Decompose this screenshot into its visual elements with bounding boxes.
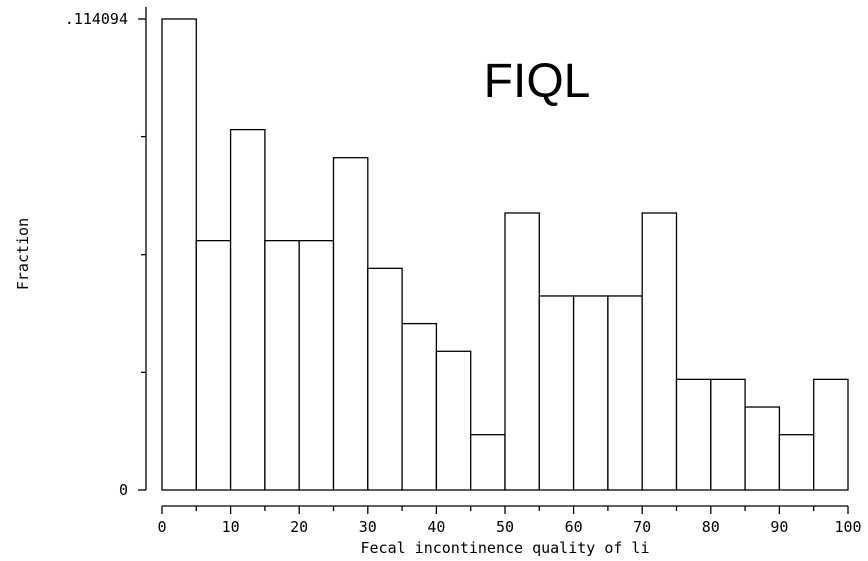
- histogram-bar: [367, 267, 403, 491]
- x-tick-label: 80: [702, 518, 720, 536]
- x-tick-label: 10: [222, 518, 240, 536]
- histogram-bar: [470, 434, 506, 491]
- x-tick-label: 100: [834, 518, 861, 536]
- bars-group: [161, 18, 849, 491]
- histogram-bar: [264, 240, 300, 491]
- x-tick-label: 60: [565, 518, 583, 536]
- histogram-bar: [641, 212, 678, 491]
- y-tick-label: 0: [119, 481, 128, 499]
- x-tick-label: 50: [496, 518, 514, 536]
- histogram-bar: [572, 295, 609, 491]
- x-tick-label: 30: [359, 518, 377, 536]
- x-ticks-group: 0 10 20 30 40 50 60 70 80 90 100: [157, 506, 862, 536]
- x-tick-label: 0: [157, 518, 166, 536]
- histogram-bar: [401, 322, 438, 491]
- histogram-bar: [435, 350, 472, 491]
- histogram-bar: [538, 295, 575, 491]
- histogram-bar: [744, 406, 781, 491]
- y-axis-label: Fraction: [14, 218, 32, 290]
- x-tick-label: 90: [770, 518, 788, 536]
- x-tick-label: 40: [427, 518, 445, 536]
- histogram-bar: [813, 378, 849, 491]
- histogram-bar: [675, 378, 712, 491]
- histogram-bar: [607, 295, 643, 491]
- histogram-bar: [195, 240, 232, 491]
- histogram-bar: [161, 18, 197, 491]
- histogram-bar: [298, 240, 335, 491]
- x-tick-label: 70: [633, 518, 651, 536]
- y-ticks-group: .114094 0: [65, 10, 146, 499]
- histogram-bar: [504, 212, 540, 491]
- x-axis-label: Fecal incontinence quality of li: [361, 539, 650, 557]
- histogram-bar: [710, 378, 746, 491]
- x-tick-label: 20: [290, 518, 308, 536]
- histogram-bar: [229, 128, 266, 491]
- y-tick-label: .114094: [65, 10, 128, 28]
- histogram-bar: [778, 434, 815, 491]
- chart-title: FIQL: [484, 55, 591, 108]
- histogram-bar: [332, 157, 369, 491]
